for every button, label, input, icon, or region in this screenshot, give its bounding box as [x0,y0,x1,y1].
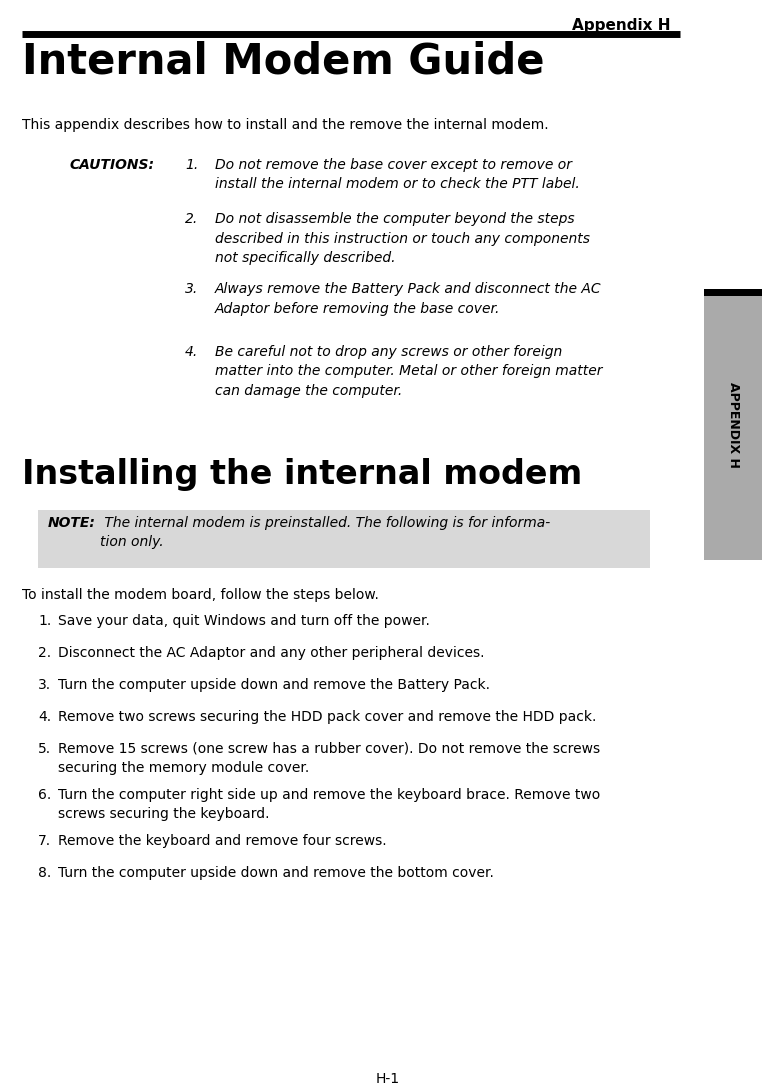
Text: APPENDIX H: APPENDIX H [726,383,740,468]
Text: 4.: 4. [38,710,51,724]
Bar [704,289,762,296]
Text: Internal Modem Guide: Internal Modem Guide [22,40,545,82]
Text: 7.: 7. [38,834,51,848]
Text: The internal modem is preinstalled. The following is for informa-
tion only.: The internal modem is preinstalled. The … [100,516,550,549]
Text: 2.: 2. [185,211,198,226]
Text: 2.: 2. [38,646,51,661]
Text: Turn the computer right side up and remove the keyboard brace. Remove two
screws: Turn the computer right side up and remo… [58,788,601,821]
Text: Turn the computer upside down and remove the bottom cover.: Turn the computer upside down and remove… [58,865,494,880]
Text: 8.: 8. [38,865,51,880]
Text: 4.: 4. [185,346,198,359]
Text: Disconnect the AC Adaptor and any other peripheral devices.: Disconnect the AC Adaptor and any other … [58,646,484,661]
Text: Do not disassemble the computer beyond the steps
described in this instruction o: Do not disassemble the computer beyond t… [215,211,590,265]
Text: Be careful not to drop any screws or other foreign
matter into the computer. Met: Be careful not to drop any screws or oth… [215,346,602,398]
Text: 1.: 1. [185,158,198,172]
Text: 3.: 3. [185,282,198,296]
Text: 1.: 1. [38,614,51,628]
Text: NOTE:: NOTE: [48,516,96,530]
Text: 6.: 6. [38,788,51,802]
Text: Remove 15 screws (one screw has a rubber cover). Do not remove the screws
securi: Remove 15 screws (one screw has a rubber… [58,742,600,775]
Text: 5.: 5. [38,742,51,756]
Text: 3.: 3. [38,678,51,692]
Text: Do not remove the base cover except to remove or
install the internal modem or t: Do not remove the base cover except to r… [215,158,580,192]
Text: Installing the internal modem: Installing the internal modem [22,458,582,491]
Text: Appendix H: Appendix H [571,19,670,33]
Text: This appendix describes how to install and the remove the internal modem.: This appendix describes how to install a… [22,118,549,132]
Text: H-1: H-1 [376,1071,400,1086]
Text: Save your data, quit Windows and turn off the power.: Save your data, quit Windows and turn of… [58,614,430,628]
Text: To install the modem board, follow the steps below.: To install the modem board, follow the s… [22,588,379,602]
Text: Always remove the Battery Pack and disconnect the AC
Adaptor before removing the: Always remove the Battery Pack and disco… [215,282,601,315]
Text: Turn the computer upside down and remove the Battery Pack.: Turn the computer upside down and remove… [58,678,490,692]
Bar [704,290,762,560]
Text: Remove two screws securing the HDD pack cover and remove the HDD pack.: Remove two screws securing the HDD pack … [58,710,597,724]
Bar [38,510,650,568]
Text: CAUTIONS:: CAUTIONS: [70,158,155,172]
Text: Remove the keyboard and remove four screws.: Remove the keyboard and remove four scre… [58,834,386,848]
